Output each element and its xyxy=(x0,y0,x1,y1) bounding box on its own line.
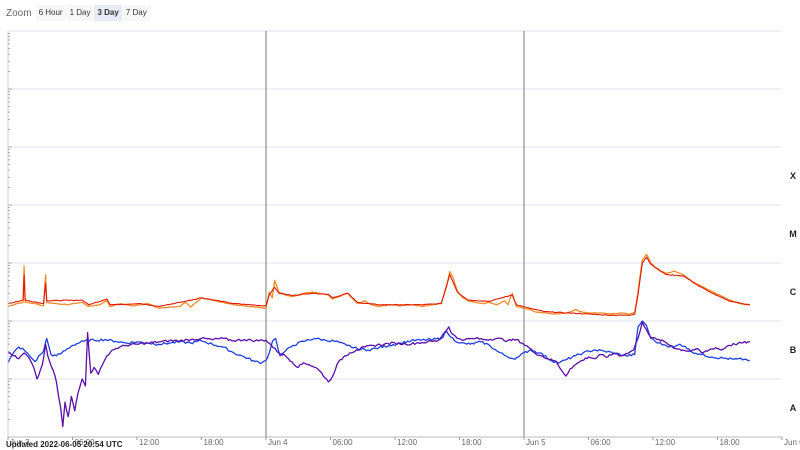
x-tick-label: 12:00 xyxy=(655,438,676,447)
flare-class-label: C xyxy=(790,287,797,297)
x-tick-label: 12:00 xyxy=(397,438,418,447)
zoom-3-day-button[interactable]: 3 Day xyxy=(94,5,122,21)
x-tick-label: 06:00 xyxy=(333,438,354,447)
series-line-long_secondary xyxy=(7,256,750,317)
zoom-bar: Zoom 6 Hour 1 Day 3 Day 7 Day xyxy=(6,5,151,21)
updated-timestamp: Updated 2022-06-05 20:54 UTC xyxy=(6,440,123,449)
series-line-long_primary xyxy=(7,253,750,315)
x-tick-label: Jun 3 xyxy=(10,438,30,447)
x-tick-label: 12:00 xyxy=(139,438,160,447)
x-tick-label: 06:00 xyxy=(591,438,612,447)
x-tick-label: 06:00 xyxy=(75,438,96,447)
flare-class-label: X xyxy=(790,171,796,181)
flare-class-label: A xyxy=(790,403,797,413)
x-tick-label: Jun 6 xyxy=(784,438,800,447)
x-tick-label: 18:00 xyxy=(204,438,225,447)
x-tick-label: 18:00 xyxy=(462,438,483,447)
x-tick-label: Jun 5 xyxy=(526,438,546,447)
x-tick-label: 18:00 xyxy=(720,438,741,447)
flare-class-label: B xyxy=(790,345,797,355)
series-line-short_primary xyxy=(7,320,750,365)
series-line-short_secondary xyxy=(7,321,750,428)
series-layer xyxy=(7,253,750,428)
zoom-6-hour-button[interactable]: 6 Hour xyxy=(35,5,66,21)
flare-class-label: M xyxy=(789,229,797,239)
grid-layer xyxy=(8,30,782,437)
x-tick-label: Jun 4 xyxy=(268,438,288,447)
zoom-7-day-button[interactable]: 7 Day xyxy=(122,5,150,21)
zoom-label: Zoom xyxy=(6,7,32,19)
axis-layer: Jun 3 06:00 12:00 18:00 Jun 4 06:00 12:00 18:00… xyxy=(7,31,800,447)
zoom-1-day-button[interactable]: 1 Day xyxy=(66,5,94,21)
